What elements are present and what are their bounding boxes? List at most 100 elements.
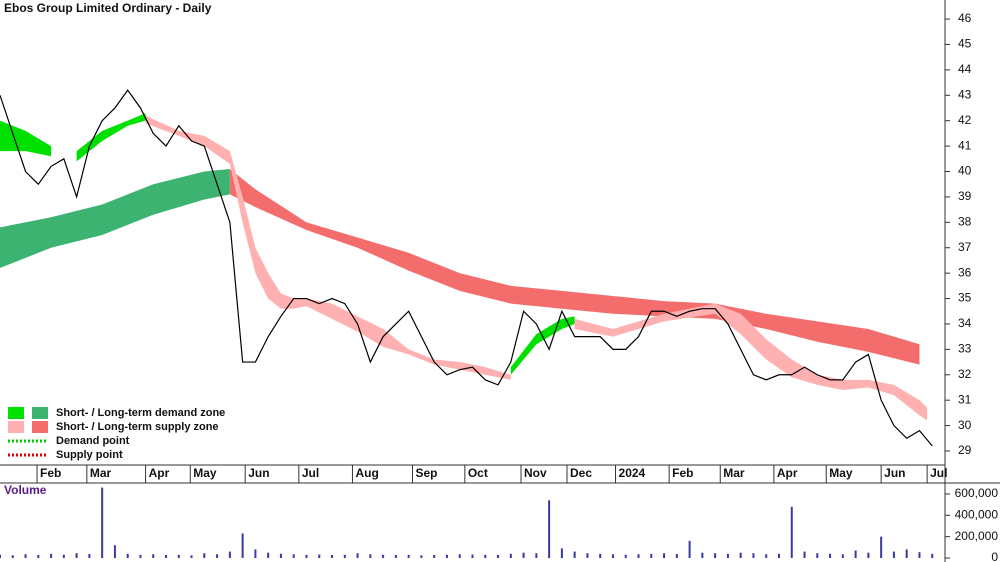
y-tick-label: 0: [991, 550, 998, 562]
volume-bar: [765, 554, 768, 558]
x-tick-label: Apr: [777, 466, 798, 480]
y-tick-label: 32: [958, 367, 972, 381]
volume-bar: [394, 555, 397, 558]
y-tick-label: 31: [958, 392, 972, 406]
volume-bar: [267, 552, 270, 558]
y-tick-label: 30: [958, 418, 972, 432]
volume-bar: [152, 554, 155, 558]
volume-bar: [254, 549, 257, 558]
volume-bar: [382, 554, 385, 558]
y-tick-label: 37: [958, 240, 972, 254]
volume-bar: [560, 548, 563, 558]
volume-bar: [216, 554, 219, 558]
volume-bar: [318, 554, 321, 558]
legend-swatch: [8, 407, 24, 419]
volume-bar: [484, 554, 487, 558]
legend-label: Short- / Long-term demand zone: [56, 407, 225, 419]
y-tick-label: 200,000: [955, 529, 999, 543]
x-tick-label: Jul: [930, 466, 947, 480]
volume-bar: [407, 554, 410, 558]
y-tick-label: 400,000: [955, 507, 999, 521]
x-tick-label: Feb: [40, 466, 61, 480]
zone-band: [510, 316, 575, 375]
y-tick-label: 42: [958, 113, 972, 127]
volume-bar: [663, 553, 666, 558]
volume-bar: [165, 555, 168, 558]
volume-bar: [586, 553, 589, 558]
volume-bar: [816, 553, 819, 558]
volume-bar: [599, 553, 602, 558]
volume-bar: [777, 553, 780, 558]
volume-bar: [548, 500, 551, 558]
y-tick-label: 40: [958, 164, 972, 178]
y-tick-label: 38: [958, 214, 972, 228]
volume-bar: [726, 553, 729, 558]
volume-bar: [497, 555, 500, 558]
x-tick-label: Feb: [672, 466, 693, 480]
y-tick-label: 36: [958, 265, 972, 279]
volume-bar: [803, 551, 806, 558]
volume-bar: [420, 555, 423, 558]
volume-bar: [701, 552, 704, 558]
volume-bar: [752, 553, 755, 558]
legend-swatch: [32, 421, 48, 433]
volume-bar: [113, 545, 116, 558]
volume-bar: [190, 555, 193, 558]
volume-bar: [739, 552, 742, 558]
volume-bar: [177, 554, 180, 558]
x-tick-label: Sep: [415, 466, 437, 480]
x-tick-label: Mar: [90, 466, 112, 480]
volume-bar: [228, 551, 231, 558]
volume-bar: [369, 554, 372, 558]
y-tick-label: 44: [958, 62, 972, 76]
legend-swatch: [8, 421, 24, 433]
chart-title: Ebos Group Limited Ordinary - Daily: [4, 1, 212, 15]
y-tick-label: 600,000: [955, 486, 999, 500]
zone-band: [76, 113, 146, 162]
volume-bar: [101, 487, 104, 558]
x-tick-label: Aug: [355, 466, 378, 480]
volume-bar: [522, 552, 525, 558]
volume-bar: [611, 554, 614, 558]
legend-label: Supply point: [56, 449, 123, 461]
volume-bar: [241, 533, 244, 558]
volume-bar: [471, 554, 474, 558]
volume-bar: [433, 555, 436, 558]
volume-bar: [880, 536, 883, 558]
volume-bar: [714, 553, 717, 558]
volume-bar: [675, 553, 678, 558]
volume-bar: [37, 555, 40, 558]
x-tick-label: Oct: [468, 466, 488, 480]
volume-bar: [139, 554, 142, 558]
y-tick-label: 41: [958, 138, 972, 152]
volume-bar: [458, 554, 461, 558]
volume-bar: [624, 554, 627, 558]
volume-bar: [918, 552, 921, 558]
volume-bar: [829, 553, 832, 558]
y-tick-label: 43: [958, 87, 972, 101]
volume-bar: [0, 554, 1, 558]
x-tick-label: Jun: [884, 466, 905, 480]
y-tick-label: 34: [958, 316, 972, 330]
price-line: [0, 89, 933, 447]
x-tick-label: May: [829, 466, 853, 480]
y-tick-label: 45: [958, 37, 972, 51]
zone-band: [145, 115, 511, 380]
volume-bar: [343, 554, 346, 558]
x-tick-label: Jul: [302, 466, 319, 480]
x-tick-label: 2024: [619, 466, 646, 480]
volume-bar: [24, 554, 27, 558]
x-tick-label: Apr: [149, 466, 170, 480]
volume-bar: [62, 554, 65, 558]
legend-swatch: [32, 407, 48, 419]
x-tick-label: May: [193, 466, 217, 480]
zone-band: [229, 168, 920, 365]
volume-bar: [650, 553, 653, 558]
volume-bar: [854, 550, 857, 558]
volume-bar: [573, 551, 576, 558]
volume-bar: [279, 553, 282, 558]
volume-bar: [50, 553, 53, 558]
x-tick-label: Nov: [524, 466, 547, 480]
y-tick-label: 33: [958, 342, 972, 356]
